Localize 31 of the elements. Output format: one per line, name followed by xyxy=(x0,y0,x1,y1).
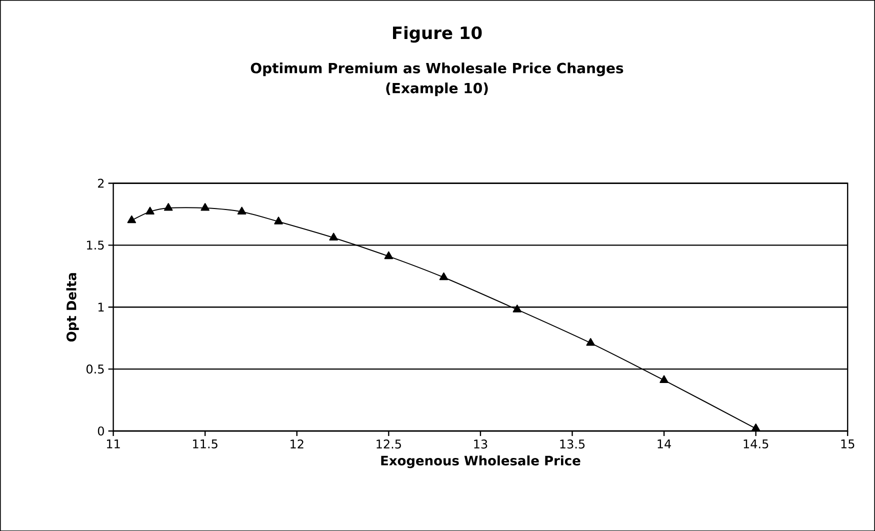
point xyxy=(146,206,154,214)
y-tick-label: 1.5 xyxy=(87,240,104,250)
y-tick-label: 1 xyxy=(98,302,104,312)
x-tick-label: 13.5 xyxy=(560,439,585,448)
point xyxy=(237,206,246,214)
x-tick-label: 12.5 xyxy=(376,439,401,448)
chart-title: Figure 10 xyxy=(393,26,482,43)
x-tick-label: 12 xyxy=(290,439,304,448)
point xyxy=(384,251,394,259)
x-tick-label: 13 xyxy=(474,439,488,448)
y-axis-title: Opt Delta xyxy=(66,272,79,342)
y-tick-label: 0 xyxy=(98,426,104,436)
x-tick-label: 14 xyxy=(658,439,671,448)
point xyxy=(164,202,173,211)
point xyxy=(274,216,283,224)
point xyxy=(660,375,668,383)
point xyxy=(586,338,595,346)
point xyxy=(127,215,136,223)
x-axis-title: Exogenous Wholesale Price xyxy=(381,455,580,468)
point xyxy=(329,232,338,240)
y-tick-label: 2 xyxy=(98,178,104,188)
chart-subtitle: Optimum Premium as Wholesale Price Changes (Example 10) xyxy=(250,62,624,96)
point xyxy=(512,304,522,312)
point xyxy=(200,202,210,211)
x-tick-label: 14.5 xyxy=(744,439,768,448)
x-tick-label: 15 xyxy=(841,439,854,448)
y-tick-label: 0.5 xyxy=(86,364,104,374)
x-tick-label: 11.5 xyxy=(193,439,218,448)
x-tick-label: 11 xyxy=(106,439,120,448)
point xyxy=(751,423,760,432)
point xyxy=(439,272,448,280)
